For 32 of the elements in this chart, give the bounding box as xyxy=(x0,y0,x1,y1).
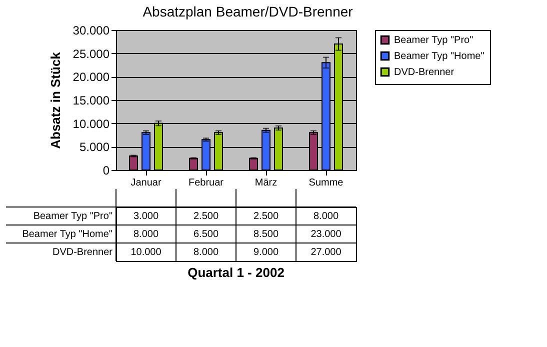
data-label: 23.000 xyxy=(310,229,342,240)
text: Quartal 1 - 2002 xyxy=(188,265,284,280)
y-tick-label: 25.000 xyxy=(72,46,110,61)
text: DVD-Brenner xyxy=(52,247,112,258)
y-tick-label: 20.000 xyxy=(72,70,110,84)
data-label: 2.500 xyxy=(253,211,279,222)
y-tick-label: 0 xyxy=(102,164,110,178)
chart-title: Absatzplan Beamer/DVD-Brenner xyxy=(142,4,354,20)
data-label: 8.000 xyxy=(313,211,339,222)
data-label: 27.000 xyxy=(310,247,342,258)
x-tick-label: März xyxy=(254,178,278,188)
y-tick-label: 30.000 xyxy=(72,24,110,38)
legend-label: Beamer Typ "Home" xyxy=(394,51,485,62)
data-label: 8.500 xyxy=(253,229,279,240)
legend-label: Beamer Typ "Pro" xyxy=(394,35,474,46)
legend-label: DVD-Brenner xyxy=(394,67,455,78)
data-label: 10.000 xyxy=(130,247,162,258)
y-axis-title: Absatz in Stück xyxy=(48,51,63,149)
data-label: 9.000 xyxy=(253,247,279,258)
data-label: 6.500 xyxy=(193,229,219,240)
y-tick-label: 15.000 xyxy=(72,94,110,108)
x-tick-label: Februar xyxy=(188,178,224,188)
text: Beamer Typ "Home" xyxy=(22,229,112,240)
data-label: 8.000 xyxy=(133,229,159,240)
text: Beamer Typ "Pro" xyxy=(33,211,112,222)
x-tick-label: Summe xyxy=(308,178,344,188)
x-tick-label: Januar xyxy=(130,178,162,188)
y-tick-label: 10.000 xyxy=(72,116,110,131)
data-label: 8.000 xyxy=(193,247,219,258)
y-tick-label: 5.000 xyxy=(79,140,110,154)
data-label: 2.500 xyxy=(193,211,219,222)
data-label: 3.000 xyxy=(133,211,159,222)
